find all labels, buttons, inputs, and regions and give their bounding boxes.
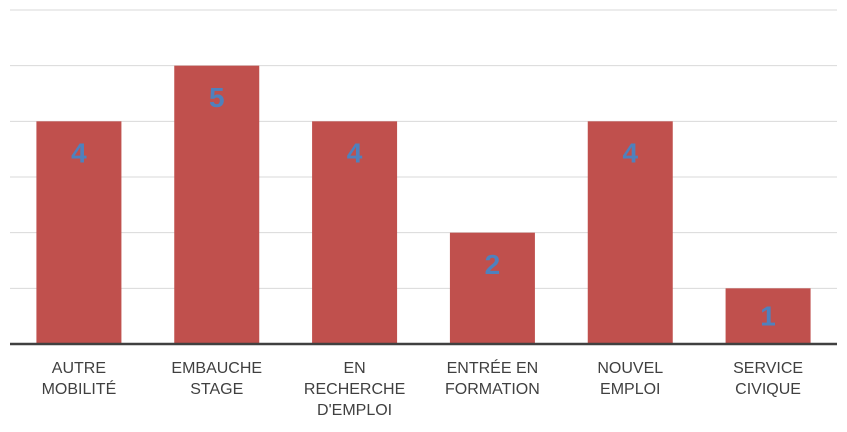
data-label: 4 (347, 138, 363, 169)
x-tick-label-line: NOUVEL (597, 360, 663, 377)
x-tick-label-line: RECHERCHE (304, 381, 405, 398)
x-tick-label-line: ENTRÉE EN (447, 358, 539, 377)
x-tick-label: NOUVEL EMPLOI (597, 360, 663, 398)
x-tick-label: EMBAUCHE STAGE (171, 360, 262, 398)
bar (449, 232, 535, 344)
x-tick-label-line: EMPLOI (600, 381, 660, 398)
data-label: 1 (760, 301, 776, 332)
x-tick-label: SERVICE CIVIQUE (733, 360, 803, 398)
x-tick-label-line: AUTRE (52, 360, 106, 377)
x-tick-label-line: MOBILITÉ (42, 379, 117, 398)
x-tick-label: AUTRE MOBILITÉ (42, 360, 117, 398)
x-tick-label-line: SERVICE (733, 360, 803, 377)
x-tick-label-line: D'EMPLOI (317, 402, 392, 419)
x-tick-label-line: FORMATION (445, 381, 540, 398)
x-tick-label-line: EMBAUCHE (171, 360, 262, 377)
bar (587, 121, 673, 344)
x-tick-label-line: CIVIQUE (735, 381, 801, 398)
bar (725, 288, 811, 344)
data-label: 4 (622, 138, 638, 169)
bar (312, 121, 398, 344)
bar (36, 121, 122, 344)
bar (174, 65, 260, 345)
x-tick-label-line: EN (343, 360, 365, 377)
data-label: 5 (209, 82, 225, 113)
data-label: 2 (485, 249, 501, 280)
x-tick-label: EN RECHERCHE D'EMPLOI (304, 360, 405, 419)
x-tick-label: ENTRÉE EN FORMATION (445, 358, 540, 398)
x-tick-label-line: STAGE (190, 381, 243, 398)
data-label: 4 (71, 138, 87, 169)
